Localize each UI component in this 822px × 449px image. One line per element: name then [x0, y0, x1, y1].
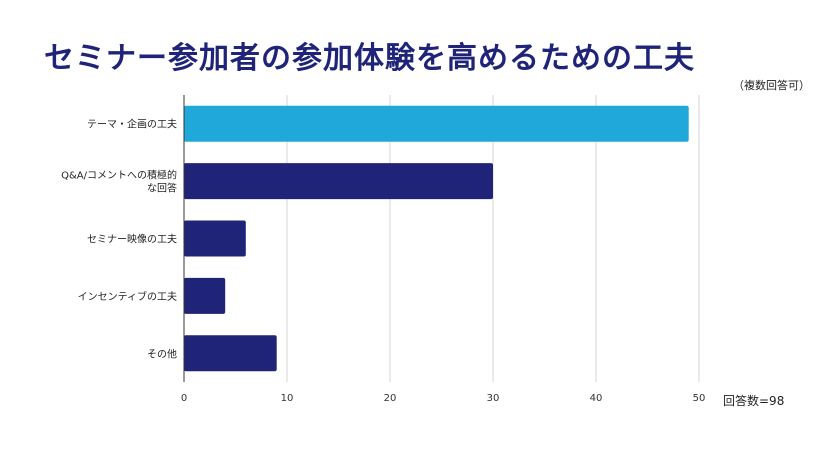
x-tick-label: 20 — [384, 393, 397, 404]
category-label: インセンティブの工夫 — [78, 290, 177, 303]
chart-title: セミナー参加者の参加体験を高めるための工夫 — [44, 41, 695, 76]
gridlines — [286, 95, 700, 382]
bar — [184, 277, 226, 314]
category-label: テーマ・企画の工夫 — [87, 118, 177, 131]
bar — [184, 220, 246, 257]
response-count-label: 回答数=98 — [723, 394, 785, 408]
x-tick-label: 40 — [590, 393, 603, 404]
x-tick-label: 10 — [281, 393, 294, 404]
category-label: Q&A/コメントへの積極的な回答 — [61, 169, 177, 195]
bar — [184, 105, 689, 142]
x-tick-labels: 0 10 20 30 40 50 — [181, 393, 706, 404]
bar — [184, 335, 277, 372]
bar — [184, 163, 493, 200]
category-labels: テーマ・企画の工夫 Q&A/コメントへの積極的な回答セミナー映像の工夫インセンティ… — [61, 118, 177, 361]
multiple-answers-note: （複数回答可） — [733, 79, 810, 92]
category-label: その他 — [147, 347, 177, 360]
bars — [184, 105, 689, 372]
x-tick-label: 50 — [693, 393, 706, 404]
x-tick-label: 0 — [181, 393, 187, 404]
category-label: セミナー映像の工夫 — [87, 234, 177, 246]
x-tick-label: 30 — [487, 393, 500, 404]
